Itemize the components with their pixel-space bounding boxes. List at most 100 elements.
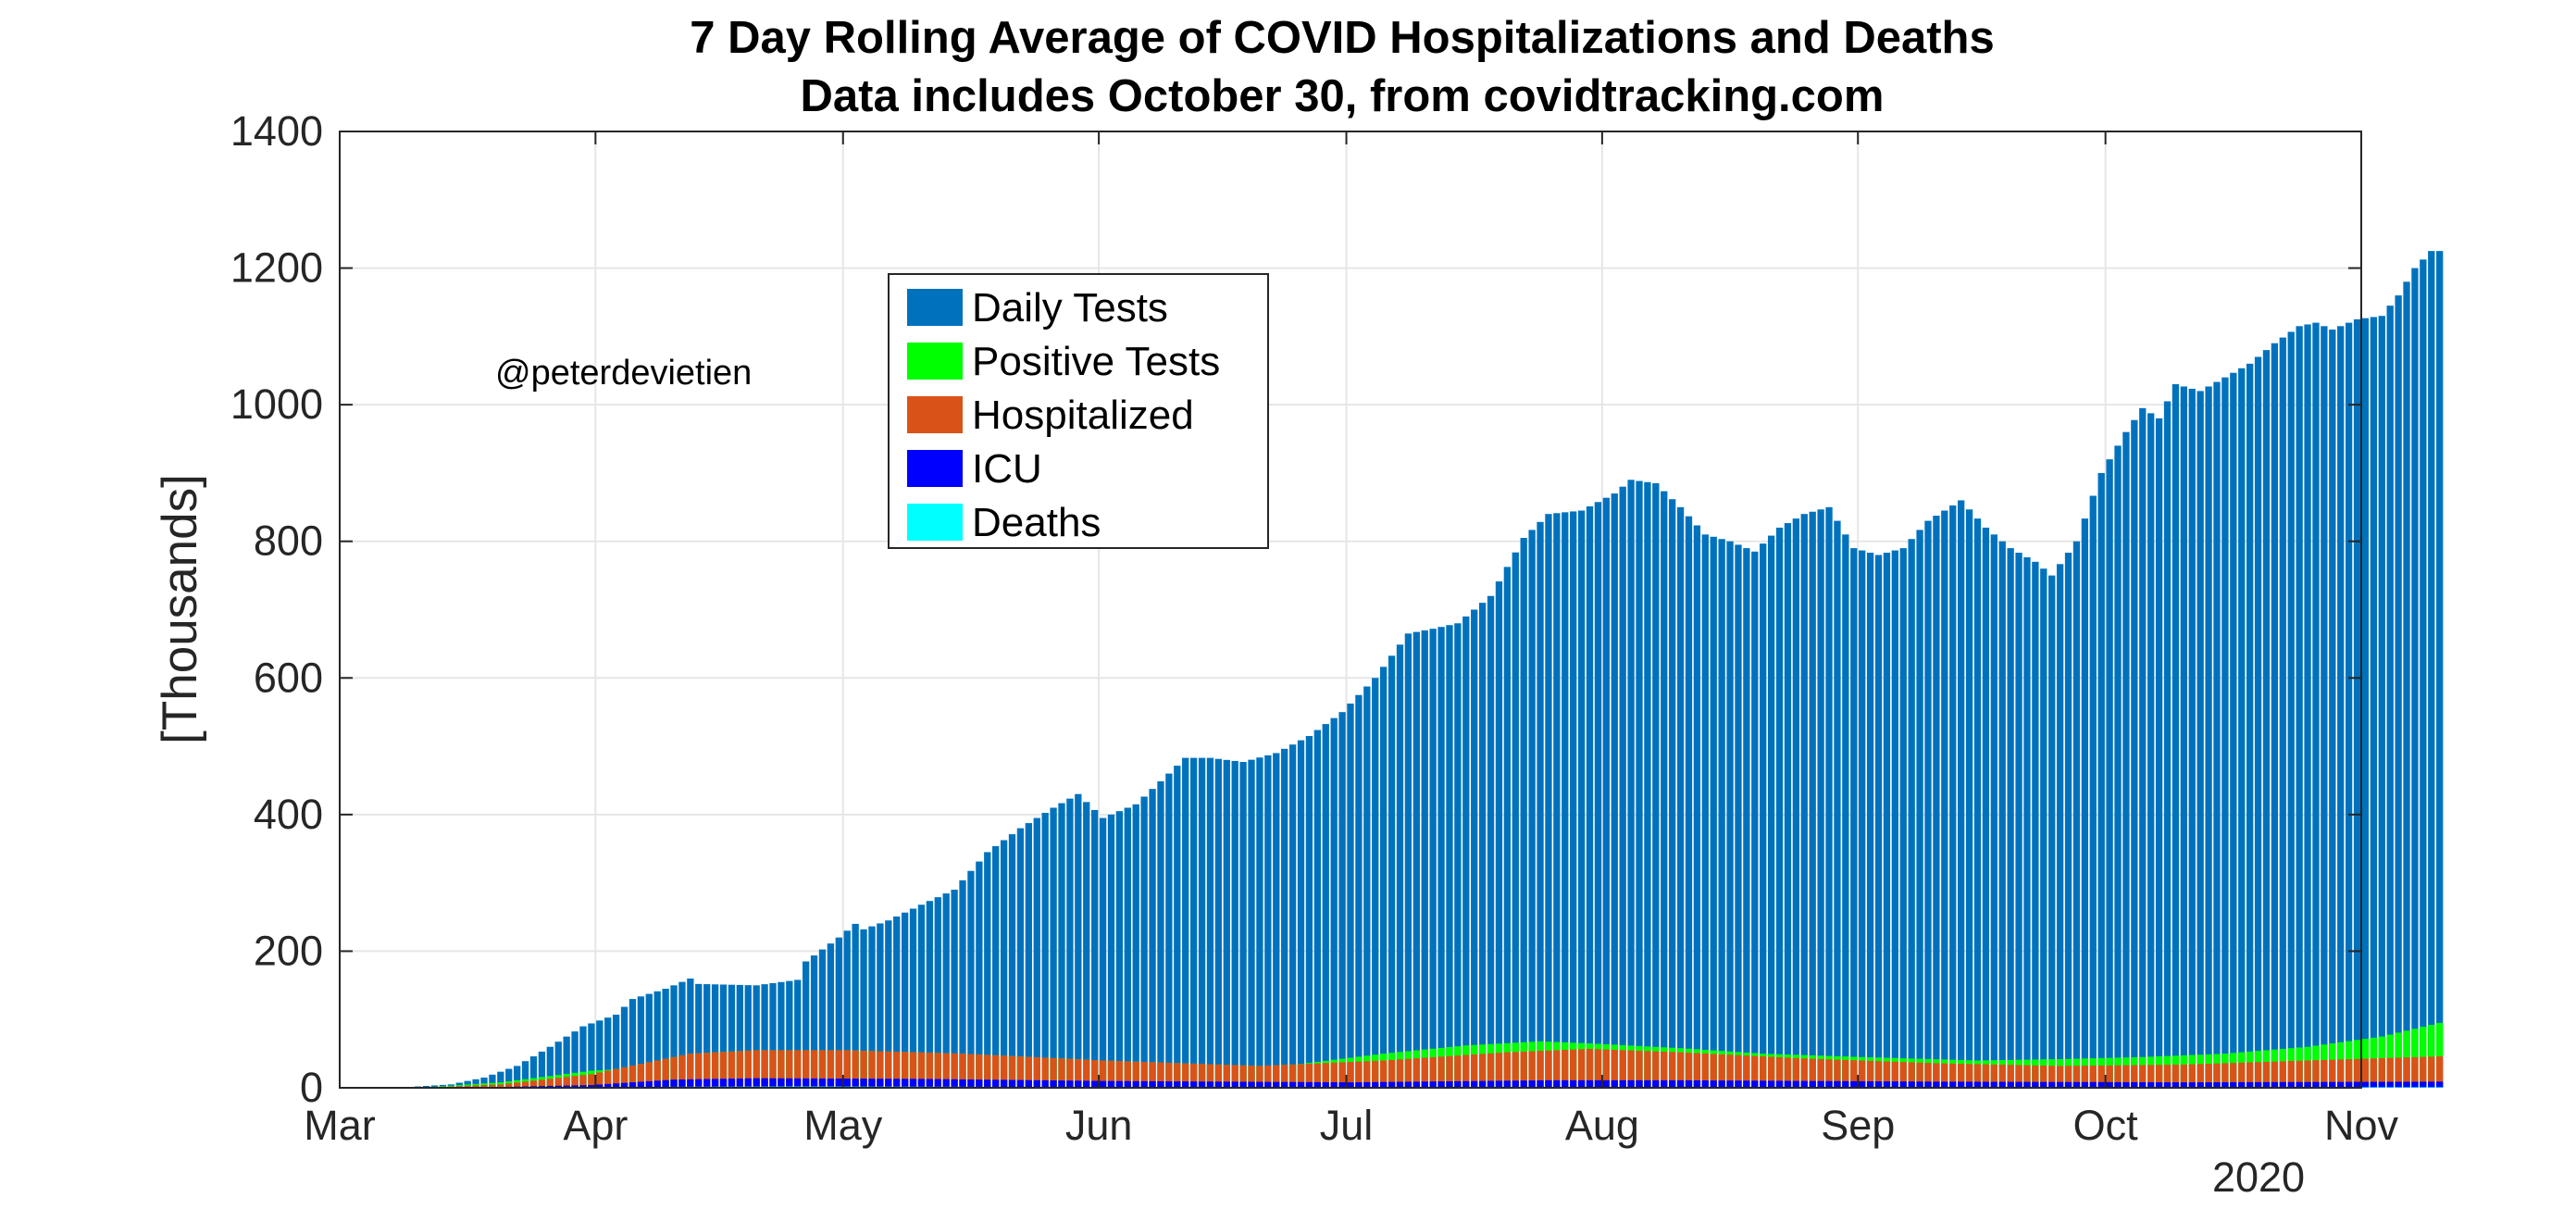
bar-icu <box>1058 1080 1064 1088</box>
bar-icu <box>1017 1080 1024 1088</box>
bar-daily-tests <box>1924 521 1931 1088</box>
bar-daily-tests <box>2082 518 2088 1088</box>
bar-icu <box>910 1079 916 1088</box>
bar-daily-tests <box>1256 757 1263 1088</box>
bar-daily-tests <box>2172 384 2179 1088</box>
bar-daily-tests <box>2007 548 2013 1088</box>
bar-icu <box>1669 1080 1675 1088</box>
bar-daily-tests <box>1933 516 1939 1088</box>
bar-daily-tests <box>2147 413 2154 1088</box>
bar-daily-tests <box>1636 481 1642 1088</box>
bar-daily-tests <box>1612 493 1618 1088</box>
bar-daily-tests <box>1916 530 1923 1088</box>
bar-daily-tests <box>2073 542 2080 1088</box>
bar-daily-tests <box>1058 804 1064 1088</box>
bar-icu <box>1587 1080 1593 1088</box>
bar-icu <box>1140 1081 1147 1088</box>
bar-icu <box>1174 1081 1180 1088</box>
bar-daily-tests <box>1108 815 1114 1088</box>
x-tick-label: Apr <box>563 1102 628 1149</box>
bar-icu <box>1009 1080 1015 1088</box>
bar-daily-tests <box>2354 319 2360 1088</box>
bar-deaths <box>2379 1087 2385 1088</box>
bar-daily-tests <box>1958 500 1964 1088</box>
bar-icu <box>836 1079 842 1088</box>
bar-daily-tests <box>2023 557 2030 1088</box>
bar-daily-tests <box>1100 818 1106 1088</box>
bar-daily-tests <box>1677 507 1684 1088</box>
bar-daily-tests <box>1587 506 1593 1088</box>
bar-daily-tests <box>1429 629 1436 1088</box>
bar-icu <box>1537 1080 1543 1088</box>
bar-daily-tests <box>1306 736 1313 1088</box>
bar-daily-tests <box>1239 762 1246 1088</box>
bar-icu <box>662 1080 668 1088</box>
x-tick-label: Oct <box>2073 1102 2139 1149</box>
bar-daily-tests <box>1553 513 1560 1088</box>
bar-daily-tests <box>1842 534 1848 1088</box>
bar-daily-tests <box>1785 523 1791 1088</box>
bar-deaths <box>2420 1087 2426 1088</box>
bar-daily-tests <box>1884 553 1890 1088</box>
bar-icu <box>1182 1081 1188 1088</box>
bar-daily-tests <box>1521 538 1527 1088</box>
bar-daily-tests <box>1413 632 1420 1088</box>
bar-icu <box>1215 1081 1222 1088</box>
bar-daily-tests <box>1224 760 1230 1088</box>
bar-daily-tests <box>1125 807 1131 1088</box>
bar-daily-tests <box>1487 596 1494 1088</box>
bar-icu <box>811 1079 817 1088</box>
bar-daily-tests <box>1512 553 1519 1088</box>
bar-daily-tests <box>1273 753 1279 1088</box>
bar-icu <box>959 1079 965 1088</box>
bar-daily-tests <box>1462 617 1469 1088</box>
bar-daily-tests <box>2362 318 2369 1088</box>
bar-icu <box>1760 1080 1766 1088</box>
bar-icu <box>2362 1082 2369 1088</box>
bar-icu <box>1735 1080 1741 1088</box>
bar-daily-tests <box>1578 511 1585 1088</box>
bar-icu <box>753 1079 760 1088</box>
bar-icu <box>868 1079 875 1088</box>
bar-daily-tests <box>2090 496 2097 1088</box>
bar-daily-tests <box>2238 368 2245 1088</box>
bar-icu <box>2395 1081 2401 1088</box>
bar-icu <box>1875 1081 1882 1088</box>
bar-daily-tests <box>1001 841 1007 1088</box>
bar-daily-tests <box>1264 755 1271 1088</box>
x-tick-label: Sep <box>1821 1102 1895 1149</box>
legend-label-positive-tests: Positive Tests <box>972 339 1220 384</box>
bar-daily-tests <box>1726 542 1733 1088</box>
bar-icu <box>1916 1081 1923 1088</box>
bar-daily-tests <box>1834 521 1840 1088</box>
bar-daily-tests <box>1388 655 1395 1088</box>
bar-icu <box>1850 1081 1857 1088</box>
bar-icu <box>1842 1081 1848 1088</box>
bar-icu <box>918 1079 925 1088</box>
bar-daily-tests <box>1810 512 1816 1088</box>
bar-icu <box>1034 1080 1040 1088</box>
x-tick-label: Nov <box>2324 1102 2399 1149</box>
bar-icu <box>1825 1081 1832 1088</box>
bar-daily-tests <box>2246 364 2253 1088</box>
bar-daily-tests <box>1422 630 1428 1088</box>
bar-daily-tests <box>2098 473 2105 1088</box>
bar-daily-tests <box>2436 251 2443 1088</box>
bar-icu <box>1504 1080 1511 1088</box>
bar-icu <box>1578 1080 1585 1088</box>
bar-daily-tests <box>2280 338 2286 1088</box>
bar-daily-tests <box>1149 789 1155 1088</box>
bar-daily-tests <box>1801 514 1808 1088</box>
bar-daily-tests <box>1338 712 1345 1088</box>
bar-icu <box>778 1079 784 1088</box>
bar-icu <box>1686 1080 1692 1088</box>
bar-icu <box>1133 1081 1139 1088</box>
bar-daily-tests <box>2114 445 2121 1088</box>
bar-icu <box>967 1079 974 1088</box>
y-tick-label: 1000 <box>230 380 323 428</box>
bar-daily-tests <box>1900 548 1907 1088</box>
bar-icu <box>1810 1081 1816 1088</box>
y-tick-label: 600 <box>254 654 323 701</box>
